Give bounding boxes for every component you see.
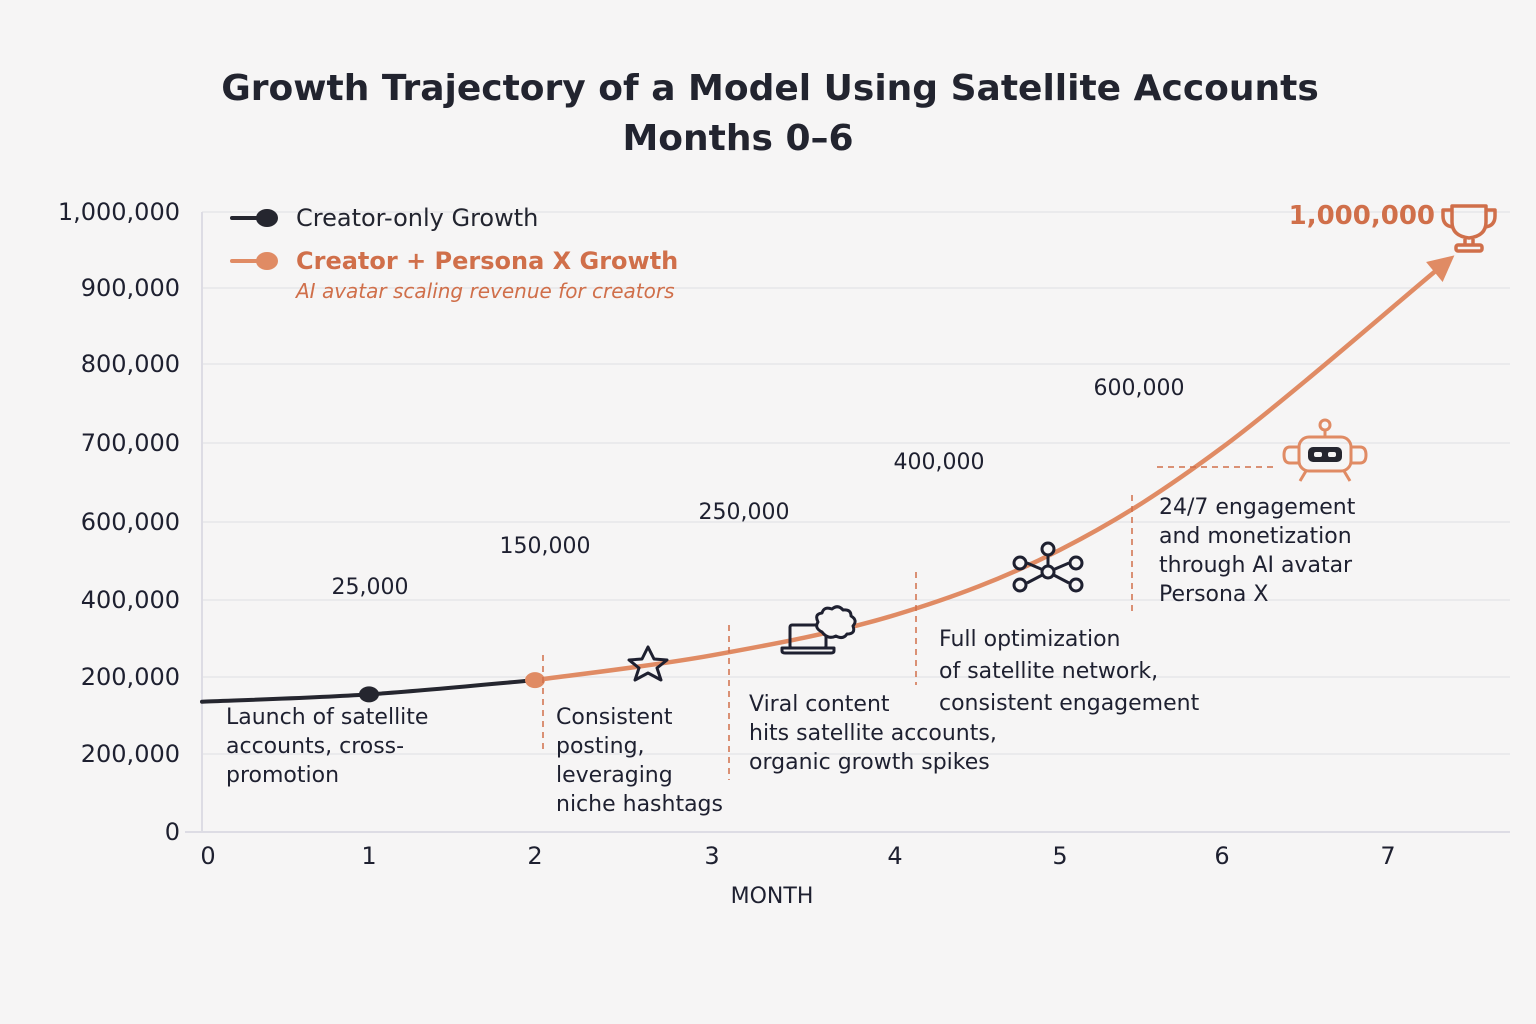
goal-value-label: 1,000,000	[1289, 201, 1435, 231]
guide-lines	[542, 466, 1278, 780]
network-icon	[1012, 541, 1084, 593]
x-tick-label: 3	[704, 842, 719, 870]
legend-item-persona-x: Creator + Persona X Growth AI avatar sca…	[230, 247, 678, 303]
y-axis-ticks: 1,000,000 900,000 800,000 700,000 600,000 400…	[58, 198, 180, 846]
x-tick-label: 5	[1052, 842, 1067, 870]
legend-sublabel-persona-x: AI avatar scaling revenue for creators	[294, 279, 675, 303]
legend-marker-creator-only	[256, 209, 278, 227]
x-tick-label: 2	[527, 842, 542, 870]
annotation-line: through AI avatar	[1159, 553, 1353, 578]
value-label: 600,000	[1094, 376, 1185, 401]
axes	[185, 212, 1510, 833]
y-tick-label: 700,000	[81, 429, 180, 457]
annotations: Launch of satellite accounts, cross- pro…	[226, 495, 1362, 817]
data-point-marker	[359, 686, 379, 703]
series-layer	[200, 255, 1455, 704]
x-tick-label: 6	[1214, 842, 1229, 870]
annotation-line: organic growth spikes	[749, 750, 990, 775]
annotation-month-5: 24/7 engagement and monetization through…	[1159, 495, 1362, 607]
legend-item-creator-only: Creator-only Growth	[230, 204, 538, 232]
series-arrowhead	[1426, 255, 1455, 282]
annotation-line: Persona X	[1159, 582, 1268, 607]
y-tick-label: 1,000,000	[58, 198, 180, 226]
y-tick-label: 200,000	[81, 740, 180, 768]
chart-subtitle: Months 0–6	[622, 118, 853, 159]
annotation-line: hits satellite accounts,	[749, 721, 997, 746]
annotation-month-2: Consistent posting, leveraging niche has…	[556, 705, 723, 817]
x-axis-label: MONTH	[731, 884, 814, 909]
value-label: 250,000	[699, 500, 790, 525]
value-label: 25,000	[332, 575, 409, 600]
laptop-cloud-icon	[780, 605, 857, 655]
annotation-month-3: Viral content hits satellite accounts, o…	[749, 692, 1004, 775]
annotation-month-1: Launch of satellite accounts, cross- pro…	[226, 705, 435, 788]
annotation-line: of satellite network,	[939, 659, 1158, 684]
legend-label-creator-only: Creator-only Growth	[296, 204, 538, 232]
legend: Creator-only Growth Creator + Persona X …	[230, 204, 678, 303]
annotation-line: niche hashtags	[556, 792, 723, 817]
value-label: 400,000	[894, 450, 985, 475]
x-axis-ticks: 0 1 2 3 4 5 6 7	[200, 842, 1395, 870]
y-tick-label: 200,000	[81, 663, 180, 691]
x-tick-label: 1	[361, 842, 376, 870]
annotation-line: leveraging	[556, 763, 673, 788]
trophy-icon	[1441, 204, 1497, 253]
y-tick-label: 400,000	[81, 586, 180, 614]
robot-icon	[1282, 418, 1368, 482]
annotation-line: promotion	[226, 763, 339, 788]
legend-label-persona-x: Creator + Persona X Growth	[296, 247, 678, 275]
star-icon	[627, 645, 669, 682]
y-tick-label: 800,000	[81, 350, 180, 378]
annotation-line: Launch of satellite	[226, 705, 428, 730]
y-tick-label: 0	[165, 818, 180, 846]
annotation-line: Full optimization	[939, 627, 1121, 652]
annotation-line: posting,	[556, 734, 645, 759]
legend-marker-persona-x	[256, 252, 278, 270]
value-label: 150,000	[500, 534, 591, 559]
gridlines	[202, 211, 1510, 755]
annotation-line: 24/7 engagement	[1159, 495, 1356, 520]
x-tick-label: 4	[887, 842, 902, 870]
x-tick-label: 0	[200, 842, 215, 870]
annotation-line: consistent engagement	[939, 691, 1200, 716]
annotation-line: accounts, cross-	[226, 734, 404, 759]
y-tick-label: 600,000	[81, 508, 180, 536]
series-line-persona-x	[532, 269, 1437, 683]
annotation-line: Viral content	[749, 692, 890, 717]
annotation-line: and monetization	[1159, 524, 1352, 549]
y-tick-label: 900,000	[81, 274, 180, 302]
x-tick-label: 7	[1380, 842, 1395, 870]
chart-title: Growth Trajectory of a Model Using Satel…	[221, 68, 1319, 109]
annotation-month-4: Full optimization of satellite network, …	[939, 627, 1200, 716]
annotation-line: Consistent	[556, 705, 673, 730]
